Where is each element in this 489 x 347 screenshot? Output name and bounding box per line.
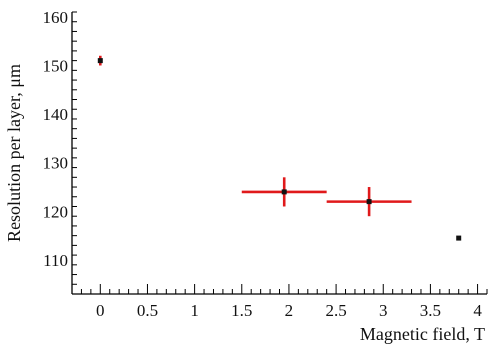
x-tick-label: 1.5 <box>231 301 252 320</box>
x-tick-label: 1 <box>190 301 199 320</box>
y-tick-label: 140 <box>43 105 69 124</box>
data-point <box>97 58 103 64</box>
y-tick-label: 110 <box>43 251 68 270</box>
x-tick-label: 0.5 <box>137 301 158 320</box>
data-point <box>456 235 462 241</box>
x-tick-label: 0 <box>96 301 105 320</box>
x-axis-title: Magnetic field, T <box>360 324 485 344</box>
x-ticks: 0 0.5 1 1.5 2 2.5 3 3.5 4 <box>71 284 488 320</box>
x-tick-label: 3.5 <box>420 301 441 320</box>
x-tick-label: 4 <box>473 301 482 320</box>
x-tick-label: 3 <box>379 301 388 320</box>
error-bars <box>98 55 412 217</box>
y-tick-label: 130 <box>43 154 69 173</box>
axes <box>71 12 487 295</box>
y-ticks: 110 120 130 140 150 160 <box>43 8 77 295</box>
data-point <box>366 199 372 205</box>
y-tick-label: 150 <box>43 56 69 75</box>
x-tick-label: 2 <box>285 301 294 320</box>
y-axis-title: Resolution per layer, μm <box>4 64 24 242</box>
y-tick-label: 160 <box>43 8 69 27</box>
x-tick-label: 2.5 <box>325 301 346 320</box>
y-tick-label: 120 <box>43 202 69 221</box>
data-points <box>97 58 462 241</box>
data-point <box>281 189 287 195</box>
